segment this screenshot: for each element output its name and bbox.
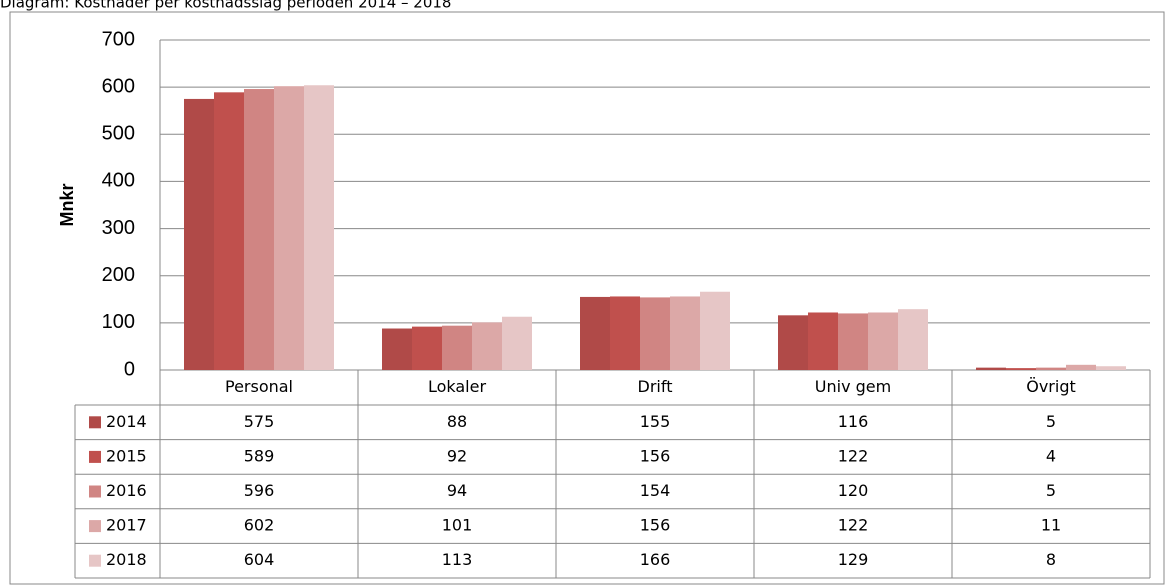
bar: [244, 89, 274, 371]
table-cell: 604: [244, 550, 275, 569]
table-cell: 122: [838, 446, 869, 465]
table-cell: 589: [244, 446, 275, 465]
table-cell: 94: [447, 481, 467, 500]
bar: [580, 296, 610, 370]
table-cell: 129: [838, 550, 869, 569]
bar: [700, 291, 730, 370]
y-tick-label: 100: [102, 311, 135, 333]
table-cell: 92: [447, 446, 467, 465]
y-tick-label: 600: [102, 75, 135, 97]
table-cell: 575: [244, 412, 275, 431]
bar: [640, 297, 670, 370]
table-cell: 120: [838, 481, 869, 500]
table-cell: 156: [640, 446, 671, 465]
category-header: Univ gem: [815, 377, 891, 396]
category-header: Drift: [638, 377, 673, 396]
table-cell: 101: [442, 516, 473, 535]
table-cell: 116: [838, 412, 869, 431]
table-cell: 8: [1046, 550, 1056, 569]
bar: [442, 325, 472, 370]
table-cell: 5: [1046, 481, 1056, 500]
bar: [184, 98, 214, 370]
legend-key: [89, 416, 101, 429]
table-cell: 88: [447, 412, 467, 431]
table-cell: 156: [640, 516, 671, 535]
bar: [778, 315, 808, 370]
bar: [808, 312, 838, 370]
y-axis-label: Mnkr: [57, 183, 77, 226]
bar: [976, 367, 1006, 370]
chart-title: Diagram: Kostnader per kostnadsslag peri…: [0, 0, 451, 12]
legend-key: [89, 520, 101, 533]
bar: [412, 326, 442, 370]
bar: [868, 312, 898, 370]
table-cell: 602: [244, 516, 275, 535]
bar: [472, 322, 502, 370]
table-cell: 113: [442, 550, 473, 569]
bar: [1036, 367, 1066, 370]
category-header: Personal: [225, 377, 293, 396]
table-cell: 5: [1046, 412, 1056, 431]
bar: [382, 328, 412, 370]
bar: [1006, 368, 1036, 370]
legend-label: 2014: [106, 412, 147, 431]
y-tick-label: 200: [102, 264, 135, 286]
table-cell: 122: [838, 516, 869, 535]
legend-key: [89, 485, 101, 498]
bar: [1096, 366, 1126, 370]
table-cell: 155: [640, 412, 671, 431]
category-header: Lokaler: [428, 377, 487, 396]
table-cell: 4: [1046, 446, 1056, 465]
bar: [214, 92, 244, 370]
y-tick-label: 400: [102, 170, 135, 192]
y-tick-label: 0: [124, 358, 135, 380]
y-tick-label: 700: [102, 28, 135, 50]
bar: [1066, 364, 1096, 370]
legend-key: [89, 554, 101, 567]
table-cell: 166: [640, 550, 671, 569]
bar: [502, 316, 532, 370]
bar: [274, 86, 304, 370]
table-cell: 11: [1041, 516, 1061, 535]
legend-label: 2016: [106, 481, 147, 500]
legend-label: 2015: [106, 446, 147, 465]
category-header: Övrigt: [1026, 377, 1076, 396]
bar: [838, 313, 868, 370]
y-tick-label: 500: [102, 123, 135, 145]
bar: [898, 309, 928, 370]
legend-key: [89, 450, 101, 463]
table-cell: 596: [244, 481, 275, 500]
table-cell: 154: [640, 481, 671, 500]
legend-label: 2018: [106, 550, 147, 569]
bar: [304, 85, 334, 370]
y-tick-label: 300: [102, 217, 135, 239]
legend-label: 2017: [106, 516, 147, 535]
bar: [610, 296, 640, 370]
bar: [670, 296, 700, 370]
